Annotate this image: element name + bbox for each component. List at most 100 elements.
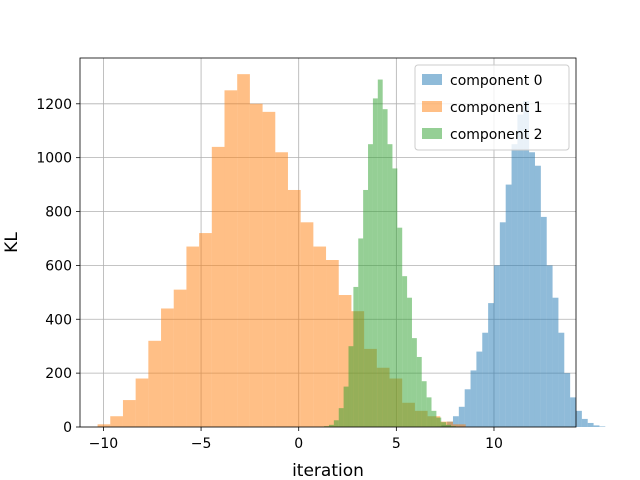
histogram-bar — [451, 426, 456, 427]
histogram-bar — [122, 400, 136, 427]
legend: component 0 component 1 component 2 — [414, 64, 570, 151]
histogram-bar — [546, 265, 553, 427]
histogram-bar — [249, 103, 263, 427]
histogram-bar — [564, 373, 571, 427]
histogram-bar — [464, 389, 471, 427]
histogram-bar — [353, 286, 359, 427]
histogram-bar — [211, 146, 225, 427]
histogram-bar — [446, 424, 452, 427]
histogram-bar — [431, 410, 437, 427]
y-tick-label: 200 — [45, 366, 72, 382]
histogram-bar — [338, 408, 344, 427]
histogram-bar — [441, 422, 447, 427]
x-axis-label: iteration — [292, 461, 364, 480]
histogram-bar — [529, 152, 535, 427]
histogram-bar — [452, 416, 459, 427]
x-tick-label: 5 — [392, 436, 401, 452]
histogram-bar — [493, 265, 500, 427]
histogram-bar — [540, 216, 547, 427]
histogram-bar — [402, 276, 408, 427]
histogram-bar — [421, 381, 427, 427]
legend-box — [414, 64, 570, 151]
legend-swatch — [422, 101, 442, 112]
histogram-bar — [511, 144, 518, 428]
histogram-bar — [186, 246, 200, 427]
y-axis-label: KL — [2, 232, 22, 253]
histogram-bar — [576, 410, 582, 427]
histogram-bar — [552, 297, 559, 427]
histogram-bar — [224, 90, 238, 427]
histogram-bar — [199, 233, 212, 427]
axes — [76, 57, 577, 431]
plot-frame — [79, 57, 577, 428]
histogram-bar — [392, 168, 398, 427]
series-1-bars — [97, 74, 466, 427]
x-tick-label: −5 — [191, 436, 212, 452]
histogram-bar — [237, 74, 250, 427]
histogram-bar — [300, 222, 314, 427]
histogram-bar — [382, 109, 388, 428]
histogram-bar — [377, 79, 383, 427]
x-tick-label: 0 — [294, 436, 303, 452]
histogram-bar — [110, 416, 123, 427]
histogram-bar — [368, 144, 373, 428]
histogram-bar — [313, 246, 327, 427]
series-2-bars — [324, 79, 456, 428]
histogram-bar — [326, 260, 339, 427]
histogram-bar — [173, 289, 187, 427]
histogram-bar — [426, 397, 432, 427]
histogram-bar — [570, 397, 576, 427]
histogram-bar — [476, 351, 483, 427]
y-tick-label: 1000 — [36, 151, 72, 167]
legend-entry-label: component 2 — [450, 127, 543, 143]
histogram-bar — [558, 332, 565, 427]
y-tick-label: 1200 — [36, 97, 72, 113]
histogram-bar — [262, 111, 276, 427]
histogram-bars — [97, 74, 606, 428]
histogram-bar — [482, 332, 489, 427]
histogram-bar — [452, 424, 466, 427]
legend-entry-label: component 0 — [450, 73, 543, 89]
histogram-bar — [275, 152, 288, 427]
histogram-bar — [523, 101, 530, 428]
legend-entry-label: component 1 — [450, 100, 543, 116]
tick-labels: −10 −5 0 5 10 0 200 400 600 800 1000 1200 — [36, 97, 503, 452]
x-tick-label: −10 — [89, 436, 119, 452]
x-tick-label: 10 — [485, 436, 503, 452]
histogram-bar — [324, 426, 329, 427]
histogram-bar — [505, 184, 512, 427]
histogram-bar — [372, 98, 378, 427]
y-tick-label: 800 — [45, 205, 72, 221]
histogram-bar — [397, 227, 403, 427]
histogram-bar — [333, 420, 339, 427]
histogram-bar — [593, 425, 600, 427]
histogram-bar — [343, 386, 349, 427]
y-tick-label: 0 — [63, 420, 72, 436]
histogram-bar — [458, 406, 465, 427]
histogram-bar — [436, 417, 442, 427]
histogram-bar — [148, 340, 162, 427]
legend-swatch — [422, 128, 442, 139]
histogram-bar — [534, 165, 541, 427]
histogram-bar — [517, 114, 524, 427]
histogram-bar — [581, 418, 588, 427]
y-tick-label: 600 — [45, 258, 72, 274]
histogram-bar — [440, 421, 453, 427]
histogram-bar — [328, 424, 334, 427]
histogram-bar — [488, 303, 494, 427]
y-tick-label: 400 — [45, 312, 72, 328]
histogram-bar — [97, 424, 111, 427]
histogram-bar — [599, 426, 606, 427]
histogram-bar — [363, 189, 369, 427]
histogram-bar — [470, 370, 477, 427]
legend-swatch — [422, 74, 442, 85]
histogram-bar — [287, 189, 301, 427]
histogram-bar — [387, 144, 393, 428]
histogram-bar — [407, 297, 412, 427]
histogram-bar — [135, 378, 149, 427]
histogram-bar — [499, 222, 506, 427]
histogram-bar — [358, 238, 364, 427]
histogram-bar — [411, 338, 417, 427]
histogram-bar — [348, 346, 354, 427]
